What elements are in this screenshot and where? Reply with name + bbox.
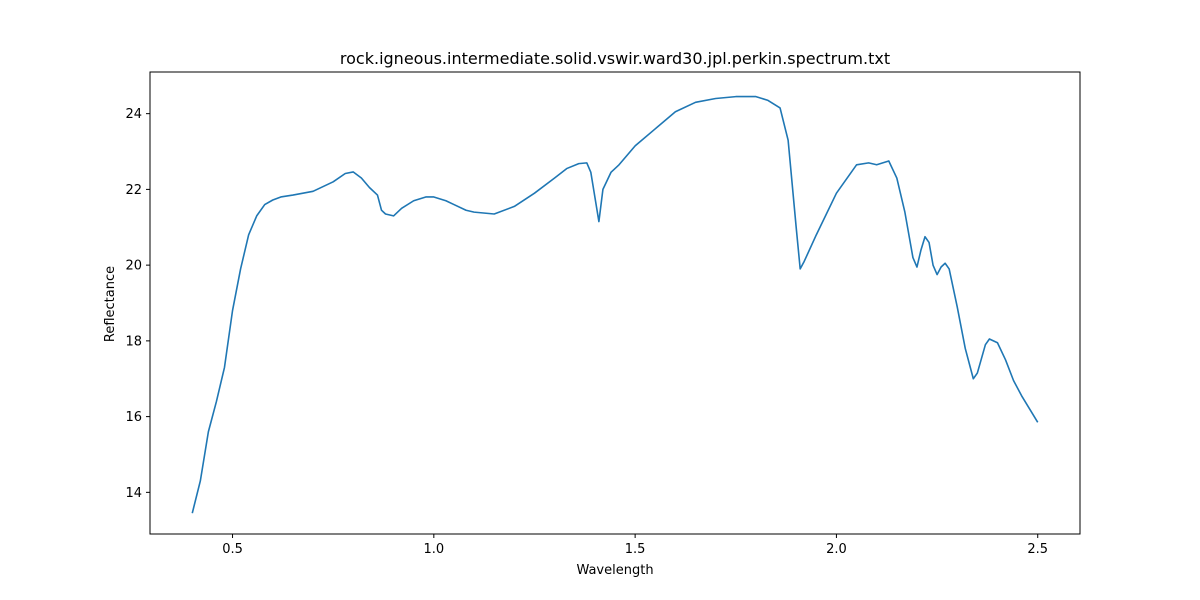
axes-frame [149,71,1081,535]
y-axis-label: Reflectance [103,266,118,342]
x-tick-label: 2.0 [826,542,847,557]
plot-area: 0.5 1.0 1.5 2.0 2.5 14 16 18 20 22 24 [125,71,1081,557]
x-axis-label: Wavelength [576,563,653,578]
x-tick-label: 1.5 [625,542,646,557]
chart-title: rock.igneous.intermediate.solid.vswir.wa… [340,49,890,68]
x-tick-label: 2.5 [1027,542,1048,557]
y-tick-label: 20 [125,259,142,274]
y-tick-label: 24 [125,107,142,122]
y-tick-label: 22 [125,183,142,198]
x-tick-label: 0.5 [222,542,243,557]
x-tick-label: 1.0 [423,542,444,557]
y-tick-label: 16 [125,410,142,425]
y-tick-label: 18 [125,334,142,349]
y-tick-label: 14 [125,486,142,501]
series-line [191,95,1039,514]
